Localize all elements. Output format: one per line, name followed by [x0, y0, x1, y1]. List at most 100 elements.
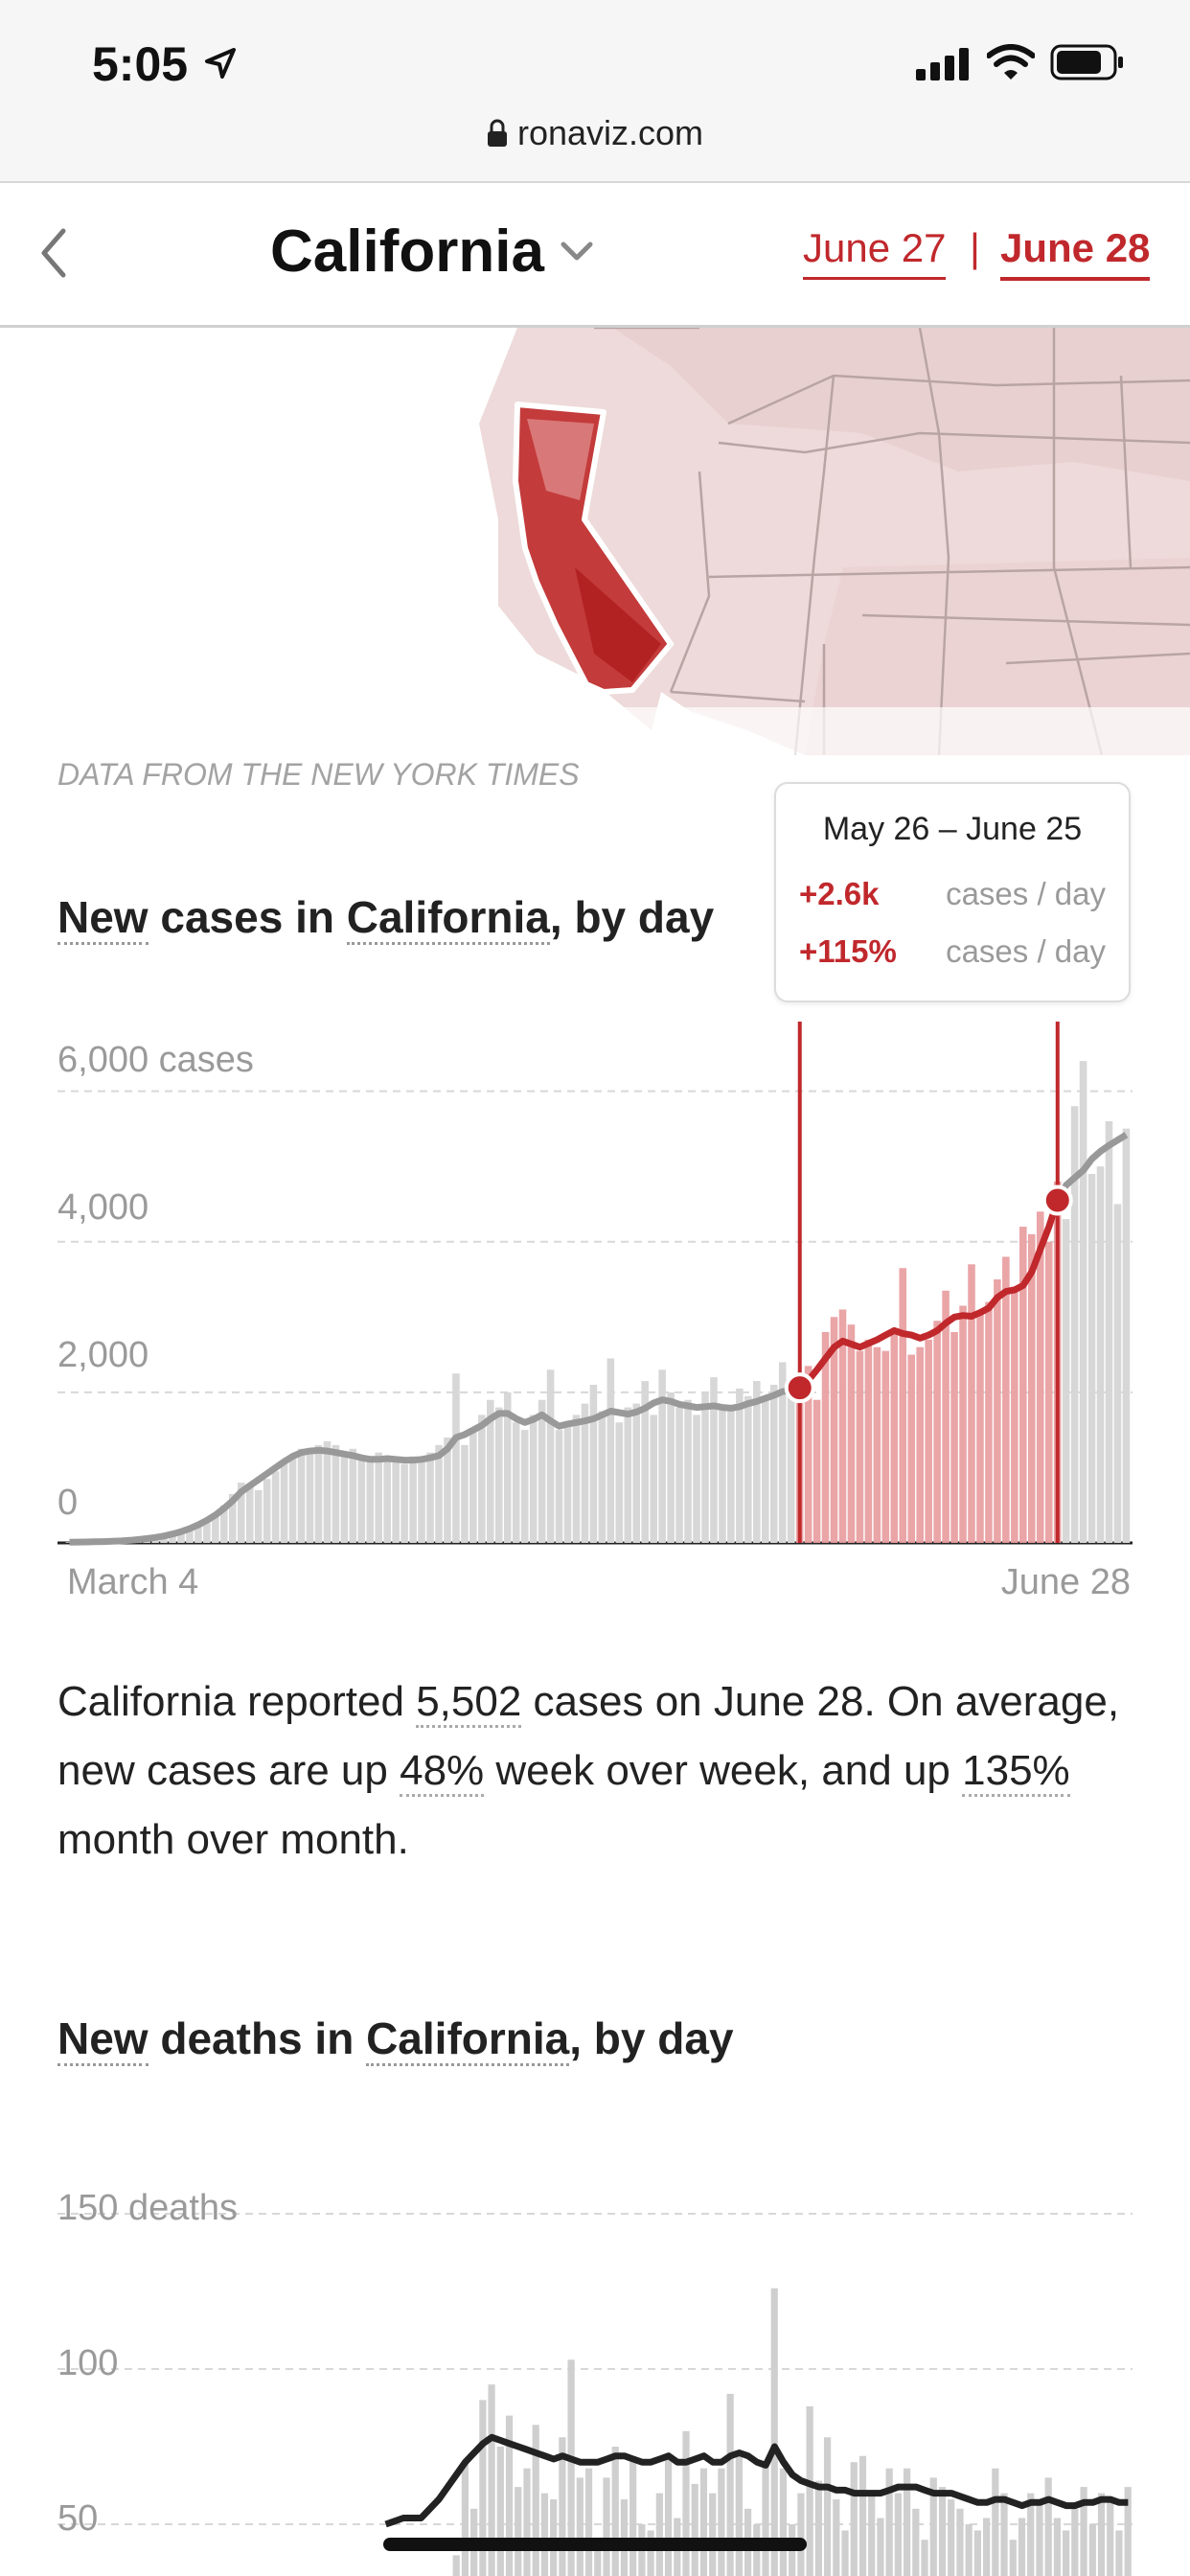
title-text-suffix: , by day [569, 2013, 734, 2063]
case-bar [212, 1514, 219, 1543]
death-bar [1063, 2530, 1070, 2576]
death-bar [488, 2384, 495, 2576]
death-bar [894, 2493, 902, 2576]
summary-text: cases on June 28. On average, new cases … [57, 1678, 1120, 1794]
case-bar [332, 1444, 340, 1543]
case-bar [444, 1438, 451, 1543]
death-bar [1000, 2493, 1008, 2576]
case-bar [1105, 1121, 1113, 1543]
deaths-chart[interactable]: 150 deaths 100 50 [0, 2175, 1190, 2576]
case-bar [624, 1407, 632, 1543]
case-bar [383, 1456, 391, 1543]
title-text: deaths in [148, 2013, 367, 2063]
death-bar [858, 2455, 867, 2576]
case-bar [263, 1479, 271, 1543]
case-bar [563, 1422, 572, 1543]
case-bar [375, 1452, 383, 1543]
case-bar [581, 1403, 589, 1543]
case-bar [195, 1524, 202, 1543]
us-map[interactable] [0, 328, 1190, 755]
death-bar [1044, 2477, 1052, 2576]
case-bar [761, 1395, 769, 1543]
case-bar [804, 1366, 812, 1543]
lock-icon [487, 119, 507, 147]
case-bar [245, 1484, 254, 1543]
y-label-6000: 6,000 cases [57, 1040, 254, 1080]
week-change-value[interactable]: 48% [400, 1747, 485, 1797]
range-point[interactable] [784, 1372, 815, 1404]
case-bar [186, 1528, 194, 1543]
death-bar [726, 2393, 734, 2576]
state-selector[interactable]: California [270, 218, 544, 285]
death-bar [559, 2437, 566, 2576]
address-bar[interactable]: ronaviz.com [0, 113, 1190, 153]
case-bar [744, 1395, 752, 1543]
case-bar [254, 1490, 263, 1543]
case-bar [1070, 1106, 1079, 1543]
death-bar [629, 2455, 637, 2576]
case-bar [615, 1422, 624, 1543]
date-separator: | [970, 225, 980, 270]
case-bar [340, 1452, 349, 1543]
death-bar [594, 2540, 602, 2576]
case-bar [589, 1385, 598, 1543]
back-chevron-icon[interactable] [34, 219, 73, 287]
case-bar [494, 1407, 503, 1543]
case-bar [994, 1279, 1001, 1543]
reported-cases-value[interactable]: 5,502 [416, 1678, 522, 1728]
y-label-150: 150 deaths [57, 2188, 238, 2228]
case-bar [1011, 1286, 1018, 1543]
case-bar [650, 1414, 657, 1543]
case-bar [306, 1452, 314, 1543]
case-bar [675, 1407, 683, 1543]
death-bar [992, 2468, 999, 2576]
new-toggle[interactable]: New [57, 892, 149, 945]
case-bar [1027, 1233, 1036, 1543]
state-toggle[interactable]: California [366, 2013, 570, 2066]
case-bar [349, 1448, 357, 1543]
case-bar [710, 1377, 718, 1543]
case-bar [1122, 1128, 1131, 1543]
death-bar [814, 2480, 822, 2576]
case-bar [925, 1339, 932, 1543]
death-bar [779, 2468, 788, 2576]
state-toggle[interactable]: California [346, 892, 550, 945]
range-tooltip: May 26 – June 25 +2.6k cases / day +115%… [774, 782, 1131, 1002]
case-bar [426, 1452, 434, 1543]
case-bar [864, 1339, 873, 1543]
new-toggle[interactable]: New [57, 2013, 149, 2066]
y-label-50: 50 [57, 2498, 98, 2539]
case-bar [512, 1422, 520, 1543]
death-bar [1080, 2487, 1087, 2576]
nav-bar: California June 27 | June 28 [0, 183, 1190, 328]
status-bar: 5:05 ronaviz.com [0, 0, 1190, 183]
date-prev-link[interactable]: June 27 [803, 225, 947, 280]
case-bar [271, 1471, 280, 1543]
cases-chart[interactable]: 6,000 cases 4,000 2,000 0 March 4 June 2… [0, 1016, 1190, 1620]
battery-icon [1050, 44, 1123, 80]
case-bar [469, 1430, 477, 1543]
case-bar [753, 1381, 761, 1543]
death-bar [912, 2508, 920, 2576]
case-bar [701, 1392, 709, 1543]
case-bar [392, 1460, 400, 1543]
case-bar [1044, 1241, 1053, 1543]
case-bar [942, 1290, 950, 1543]
month-change-value[interactable]: 135% [962, 1747, 1070, 1797]
death-bar [965, 2524, 973, 2576]
death-bar [452, 2555, 460, 2576]
scroll-indicator[interactable] [383, 2538, 807, 2551]
death-bar [833, 2499, 840, 2576]
chevron-down-icon[interactable] [558, 237, 596, 265]
date-current-link[interactable]: June 28 [1000, 225, 1151, 281]
case-bar [65, 1542, 74, 1543]
case-bar [787, 1388, 795, 1543]
case-bar [693, 1414, 700, 1543]
death-bar [973, 2530, 981, 2576]
death-bar [983, 2518, 991, 2576]
case-bar [1036, 1211, 1044, 1543]
case-bar [778, 1362, 787, 1543]
case-bar [719, 1407, 726, 1543]
range-point[interactable] [1041, 1184, 1073, 1216]
death-bar [718, 2468, 725, 2576]
